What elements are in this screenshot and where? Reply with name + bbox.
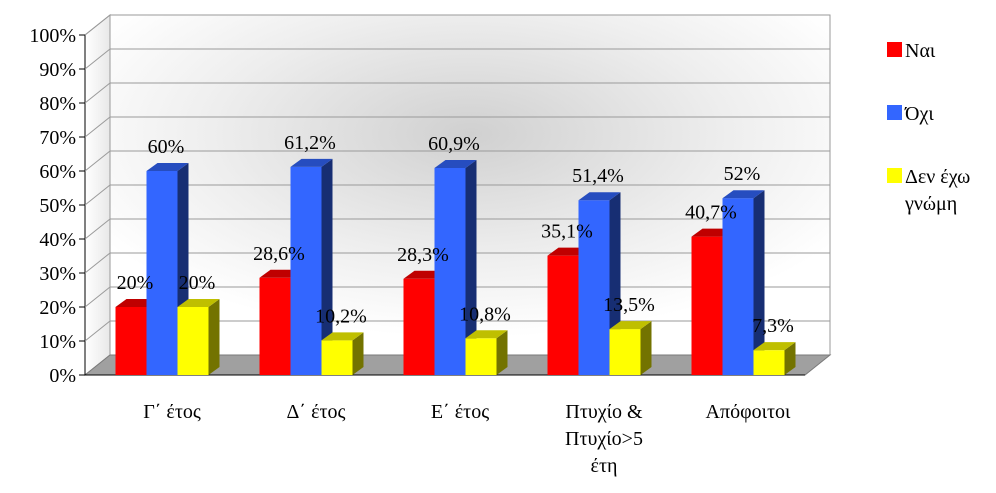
data-label: 20% <box>117 272 154 294</box>
bar-side <box>784 342 796 375</box>
y-tick-label: 0% <box>49 365 76 387</box>
bar-side <box>496 330 508 375</box>
data-label: 20% <box>179 272 216 294</box>
data-label: 28,3% <box>397 244 449 266</box>
data-label: 60% <box>148 136 185 158</box>
y-tick-label: 20% <box>39 297 76 319</box>
bars <box>115 158 796 375</box>
bar-front <box>547 255 579 375</box>
y-tick-label: 30% <box>39 263 76 285</box>
category-labels: Γ΄ έτος Δ΄ έτος Ε΄ έτος Πτυχίο & Πτυχίο>5 έτη… <box>143 401 791 477</box>
data-label: 52% <box>724 163 761 185</box>
bar-side <box>753 190 765 375</box>
bar-top <box>722 190 765 199</box>
y-tick-label: 10% <box>39 331 76 353</box>
bar-side <box>352 332 364 375</box>
data-label: 40,7% <box>685 202 737 224</box>
bar-front <box>146 171 178 375</box>
y-tick-label: 70% <box>39 127 76 149</box>
legend-swatch <box>887 168 902 183</box>
bar <box>609 321 652 375</box>
legend-swatch <box>887 105 902 120</box>
gridline-side <box>84 218 111 240</box>
gridline-side <box>84 116 111 138</box>
category-label: Δ΄ έτος <box>287 401 346 423</box>
bar-side <box>208 299 220 375</box>
legend-label: Ναι <box>905 40 936 62</box>
bar-front <box>403 278 435 375</box>
bar-side <box>465 159 477 375</box>
gridline-side <box>84 48 111 70</box>
gridline-side <box>84 184 111 206</box>
gridline-side <box>84 82 111 104</box>
bar-front <box>465 338 497 375</box>
legend-label: Δεν έχω <box>905 166 970 188</box>
y-tick-label: 90% <box>39 59 76 81</box>
data-label: 13,5% <box>603 294 655 316</box>
bar-top <box>177 299 220 307</box>
data-labels: 20% 60% 20% 28,6% 61,2% 10,2% 28,3% 60,9% 10,8% 3… <box>117 132 794 337</box>
bar-top <box>434 159 477 168</box>
bar-front <box>434 167 466 375</box>
data-label: 61,2% <box>284 132 336 154</box>
bar-side <box>640 321 652 375</box>
bar-top <box>465 330 508 339</box>
gridline-side <box>84 150 111 172</box>
y-tick-label: 80% <box>39 93 76 115</box>
bar-front <box>753 350 785 375</box>
bar-top <box>609 321 652 330</box>
category-label: Ε΄ έτος <box>431 401 489 423</box>
data-label: 51,4% <box>572 165 624 187</box>
bar <box>290 158 333 375</box>
bar-front <box>609 329 641 375</box>
bar-side <box>321 158 333 375</box>
bar-top <box>321 332 364 341</box>
legend-swatch <box>887 42 902 57</box>
y-axis-ticks: 0% 10% 20% 30% 40% 50% 60% 70% 80% 90% 100% <box>29 25 85 387</box>
bar-front <box>177 307 209 375</box>
gridline-side <box>84 252 111 274</box>
gridline-side <box>84 320 111 342</box>
data-label: 10,2% <box>315 305 367 327</box>
legend-label: γνώμη <box>904 193 957 215</box>
category-label: Πτυχίο & <box>565 401 643 423</box>
data-label: 35,1% <box>541 221 593 243</box>
bar-front <box>722 198 754 375</box>
bar-top <box>290 158 333 167</box>
bar-top <box>753 342 796 351</box>
bar-front <box>321 340 353 375</box>
y-tick-label: 40% <box>39 229 76 251</box>
data-label: 28,6% <box>253 243 305 265</box>
data-label: 7,3% <box>752 315 794 337</box>
legend: Ναι Όχι Δεν έχω γνώμη <box>887 40 970 215</box>
bar-front <box>691 236 723 375</box>
bar-front <box>578 200 610 375</box>
gridline-side <box>84 286 111 308</box>
bar-front <box>115 307 147 375</box>
category-label: Πτυχίο>5 <box>565 428 643 450</box>
bar <box>722 190 765 375</box>
y-tick-label: 60% <box>39 161 76 183</box>
bar <box>465 330 508 375</box>
bar <box>177 299 220 375</box>
legend-label: Όχι <box>904 103 934 125</box>
y-tick-label: 50% <box>39 195 76 217</box>
gridline-side <box>84 14 111 36</box>
category-label: Απόφοιτοι <box>706 401 792 423</box>
bar-top <box>578 192 621 201</box>
data-label: 10,8% <box>459 303 511 325</box>
bar-front <box>290 166 322 375</box>
bar <box>321 332 364 375</box>
category-label: έτη <box>591 455 618 477</box>
data-label: 60,9% <box>428 133 480 155</box>
y-tick-label: 100% <box>29 25 76 47</box>
bar-top <box>146 163 189 171</box>
bar <box>578 192 621 375</box>
bar <box>434 159 477 375</box>
bar-front <box>259 277 291 375</box>
bar <box>753 342 796 375</box>
category-label: Γ΄ έτος <box>143 401 201 423</box>
